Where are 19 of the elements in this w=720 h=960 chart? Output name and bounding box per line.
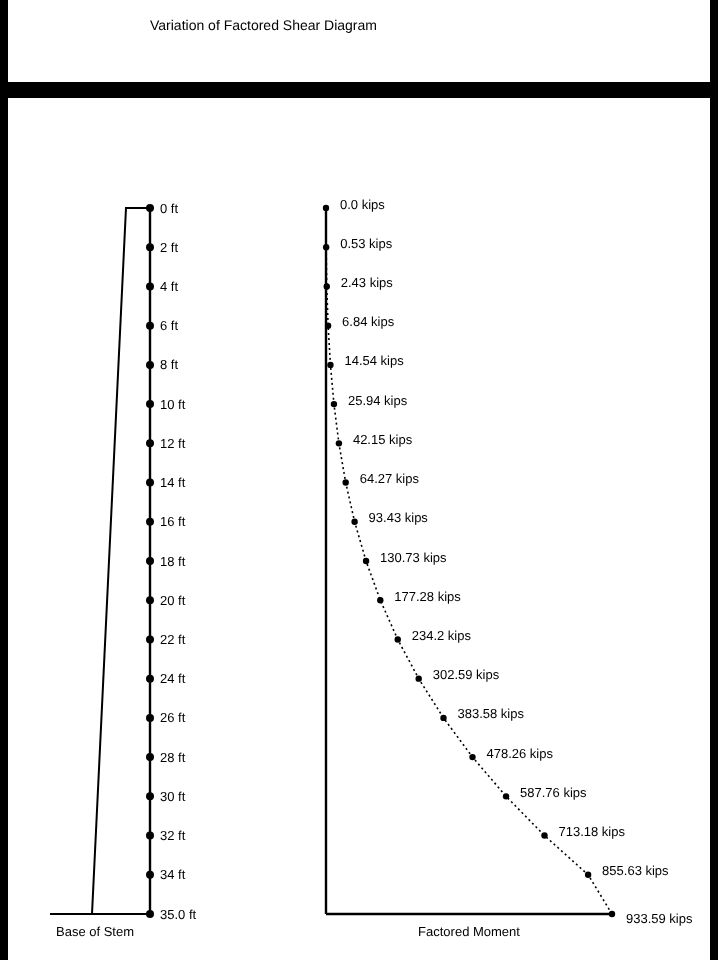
point bbox=[584, 871, 592, 878]
point bbox=[322, 244, 330, 251]
point bbox=[335, 440, 343, 447]
point bbox=[351, 518, 358, 525]
point bbox=[330, 400, 338, 408]
point bbox=[502, 793, 510, 800]
point bbox=[415, 675, 422, 682]
point bbox=[394, 636, 401, 643]
point bbox=[342, 479, 349, 486]
point bbox=[469, 753, 476, 761]
point bbox=[440, 714, 447, 722]
point bbox=[323, 283, 330, 290]
point bbox=[362, 557, 370, 565]
point bbox=[377, 597, 384, 604]
point bbox=[541, 832, 548, 839]
point bbox=[608, 910, 616, 918]
point bbox=[324, 322, 332, 329]
point bbox=[322, 204, 330, 212]
point bbox=[327, 361, 334, 369]
